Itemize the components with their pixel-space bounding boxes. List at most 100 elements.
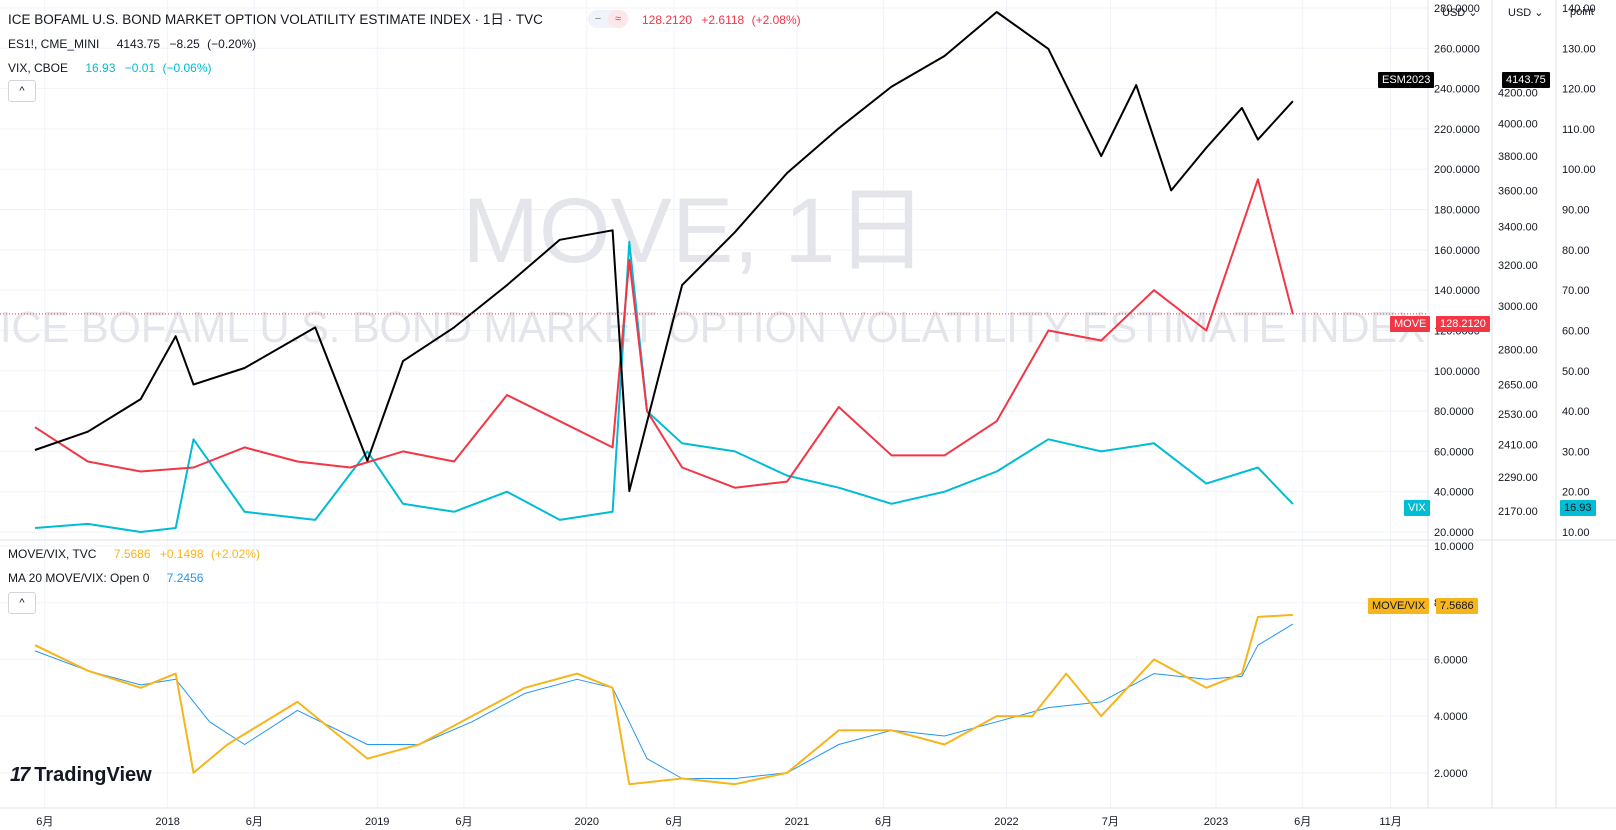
points-axis-tick-6: 80.00 [1562,245,1590,257]
right-axis-unit-menu[interactable]: USD ⌄ [1508,6,1544,19]
legend-main-title: ICE BOFAML U.S. BOND MARKET OPTION VOLAT… [8,12,543,27]
right-axis-tick-1: 4000.00 [1498,119,1538,131]
time-axis-tick-1: 2018 [155,816,179,828]
time-axis-tick-8: 6月 [875,816,892,828]
time-axis-tick-3: 2019 [365,816,389,828]
es-badge: ESM2023 [1378,72,1435,88]
legend-main-row[interactable]: ICE BOFAML U.S. BOND MARKET OPTION VOLAT… [8,10,543,30]
watermark: MOVE, 1日 ICE BOFAML U.S. BOND MARKET OPT… [0,180,1425,352]
minus-icon[interactable]: − [594,13,602,25]
time-axis-tick-0: 6月 [36,816,53,828]
compare-mode-toggle[interactable]: − ≈ [588,10,628,28]
watermark-name: ICE BOFAML U.S. BOND MARKET OPTION VOLAT… [0,303,1425,352]
legend-ma-name: MA 20 MOVE/VIX: Open 0 [8,571,150,585]
time-axis-tick-10: 7月 [1102,816,1119,828]
legend-es-name: ES1!, CME_MINI [8,37,100,51]
vix-badge: VIX [1404,500,1430,516]
approx-icon[interactable]: ≈ [608,10,628,28]
ratio-axis-tick-0: 10.0000 [1434,541,1474,553]
legend-move-values: 128.2120 +2.6118 (+2.08%) [642,10,801,30]
right-axis-tick-10: 2410.00 [1498,440,1538,452]
right-axis-tick-2: 3800.00 [1498,151,1538,163]
legend-vix-change-pct: (−0.06%) [162,61,212,75]
left-axis-tick-10: 80.0000 [1434,406,1474,418]
points-axis-tick-9: 50.00 [1562,366,1590,378]
points-axis-tick-3: 110.00 [1562,124,1595,136]
collapse-main-legend-button[interactable]: ^ [8,80,36,102]
left-axis-unit-menu[interactable]: USD ⌄ [1442,6,1478,19]
time-axis-tick-11: 2023 [1204,816,1228,828]
left-axis-tick-1: 260.0000 [1434,43,1480,55]
points-axis-tick-8: 60.00 [1562,325,1590,337]
ratio-badge: MOVE/VIX [1368,598,1430,614]
legend-move-last: 128.2120 [642,13,693,27]
points-axis-tick-13: 10.00 [1562,527,1590,539]
move-badge: MOVE [1390,316,1431,332]
legend-es-change-pct: (−0.20%) [207,37,257,51]
legend-vix-name: VIX, CBOE [8,61,69,75]
legend-ratio-change-pct: (+2.02%) [210,547,260,561]
legend-ratio-last: 7.5686 [113,547,151,561]
chevron-up-icon: ^ [19,85,25,97]
ratio-axis-tick-3: 4.0000 [1434,711,1468,723]
series-line-vix [34,240,1294,533]
tradingview-logo[interactable]: 17 TradingView [10,764,152,787]
ratio-price-badge: 7.5686 [1436,598,1478,614]
ratio-axis-tick-4: 2.0000 [1434,768,1468,780]
move-price-badge: 128.2120 [1436,316,1490,332]
points-axis-unit[interactable]: point [1570,6,1594,18]
right-axis-tick-6: 3000.00 [1498,301,1538,313]
points-axis-tick-10: 40.00 [1562,406,1590,418]
points-axis-tick-7: 70.00 [1562,285,1590,297]
time-axis-tick-12: 6月 [1294,816,1311,828]
left-axis-tick-12: 40.0000 [1434,487,1474,499]
left-axis-tick-4: 200.0000 [1434,164,1480,176]
time-axis-tick-5: 2020 [575,816,599,828]
legend-es-last: 4143.75 [116,37,161,51]
legend-vix-change: −0.01 [124,61,156,75]
legend-vix-row[interactable]: VIX, CBOE 16.93 −0.01 (−0.06%) [8,58,212,78]
legend-ratio-change: +0.1498 [159,547,204,561]
tradingview-logo-icon: 17 [10,764,30,786]
grid [0,0,1428,808]
tradingview-brand: TradingView [34,764,152,786]
right-axis-tick-0: 4200.00 [1498,88,1538,100]
series-line-undefined [34,623,1294,779]
right-axis-unit: USD [1508,7,1532,19]
collapse-ratio-legend-button[interactable]: ^ [8,592,36,614]
right-axis-tick-11: 2290.00 [1498,472,1538,484]
series-line-esm2023 [34,11,1294,493]
time-axis-tick-9: 2022 [994,816,1018,828]
points-axis-tick-12: 20.00 [1562,487,1590,499]
time-axis-tick-7: 2021 [785,816,809,828]
left-axis-tick-13: 20.0000 [1434,527,1474,539]
legend-es-change: −8.25 [169,37,200,51]
right-axis-tick-9: 2530.00 [1498,409,1538,421]
right-axis-tick-5: 3200.00 [1498,260,1538,272]
left-axis-tick-5: 180.0000 [1434,205,1480,217]
points-axis-unit-label: point [1570,6,1594,18]
time-axis-tick-6: 6月 [665,816,682,828]
left-axis-tick-9: 100.0000 [1434,366,1480,378]
legend-ratio-row[interactable]: MOVE/VIX, TVC 7.5686 +0.1498 (+2.02%) [8,544,260,564]
series-line-move/vix [34,613,1293,786]
points-axis-tick-1: 130.00 [1562,43,1596,55]
time-axis-tick-2: 6月 [246,816,263,828]
legend-ma-row[interactable]: MA 20 MOVE/VIX: Open 0 7.2456 [8,568,203,588]
series-lines [0,11,1428,786]
legend-es-row[interactable]: ES1!, CME_MINI 4143.75 −8.25 (−0.20%) [8,34,256,54]
legend-move-change: +2.6118 [701,13,745,27]
right-axis-tick-3: 3600.00 [1498,185,1538,197]
chevron-down-icon: ⌄ [1534,7,1544,19]
chevron-up-icon: ^ [19,597,25,609]
left-axis-unit: USD [1442,7,1466,19]
vix-price-badge: 16.93 [1560,500,1596,516]
left-axis-tick-11: 60.0000 [1434,446,1474,458]
points-axis-tick-4: 100.00 [1562,164,1596,176]
right-axis-tick-12: 2170.00 [1498,506,1538,518]
legend-ma-last: 7.2456 [166,571,204,585]
right-axis-tick-4: 3400.00 [1498,222,1538,234]
series-line-move [34,178,1294,489]
